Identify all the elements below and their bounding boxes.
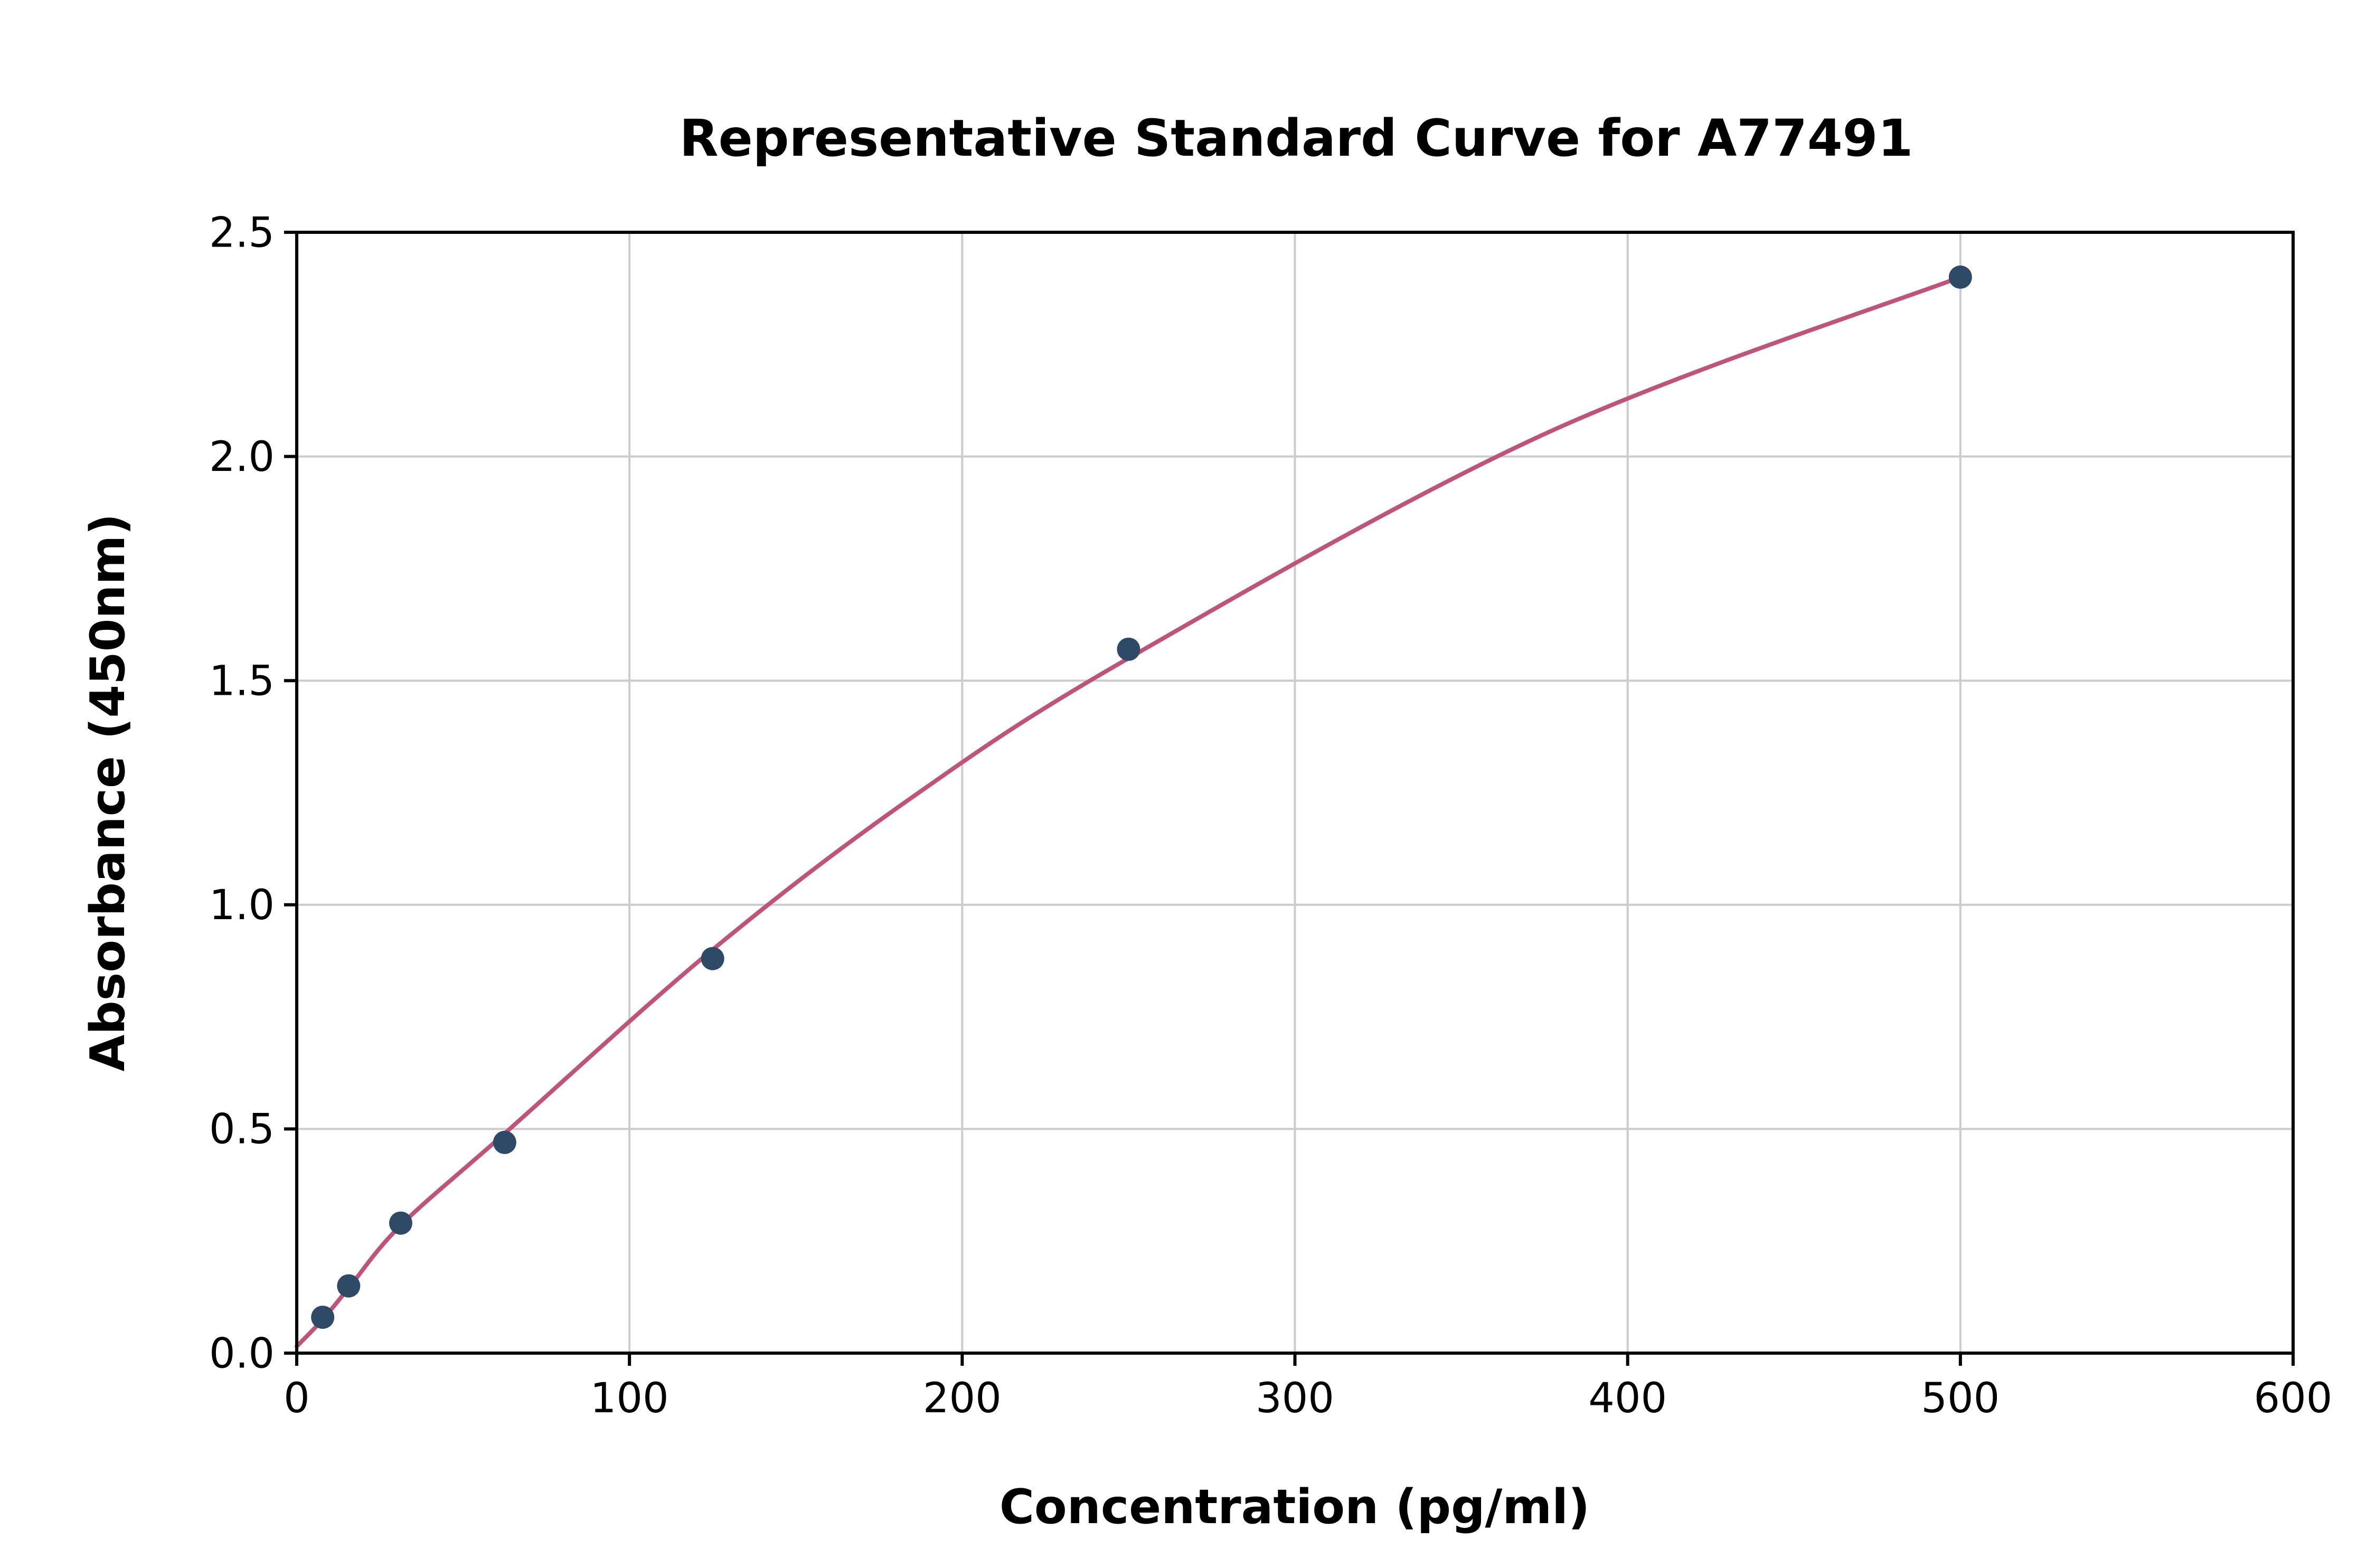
data-points <box>311 265 1972 1329</box>
tick-marks <box>284 231 2295 1366</box>
x-tick-label: 500 <box>1921 1375 2000 1422</box>
data-point <box>1117 637 1140 661</box>
y-tick-label: 0.5 <box>209 1106 275 1154</box>
y-tick-label: 2.5 <box>209 209 275 257</box>
tick-labels: 0 100 200 300 400 500 600 0.0 0.5 1.0 1.5 2.0 2.5 <box>209 209 2332 1422</box>
x-axis-label: Concentration (pg/ml) <box>1000 1479 1590 1535</box>
x-tick-label: 200 <box>923 1375 1002 1422</box>
data-point <box>1948 265 1972 289</box>
y-tick-label: 1.0 <box>209 882 275 929</box>
x-tick-label: 300 <box>1256 1375 1334 1422</box>
fit-curve-path <box>295 275 1963 1349</box>
x-tick-label: 0 <box>284 1375 310 1422</box>
data-point <box>389 1211 412 1235</box>
y-axis-label: Absorbance (450nm) <box>80 514 136 1072</box>
data-point <box>701 947 724 970</box>
grid-lines <box>296 231 2294 1354</box>
x-tick-label: 100 <box>590 1375 669 1422</box>
chart-title: Representative Standard Curve for A77491 <box>680 109 1913 168</box>
data-point <box>493 1130 516 1154</box>
data-point <box>311 1306 335 1329</box>
y-tick-label: 0.0 <box>209 1330 275 1377</box>
fit-curve <box>295 275 1963 1349</box>
x-tick-label: 600 <box>2254 1375 2333 1422</box>
data-point <box>337 1274 361 1298</box>
y-tick-label: 1.5 <box>209 658 275 705</box>
x-tick-label: 400 <box>1588 1375 1667 1422</box>
y-tick-label: 2.0 <box>209 433 275 481</box>
